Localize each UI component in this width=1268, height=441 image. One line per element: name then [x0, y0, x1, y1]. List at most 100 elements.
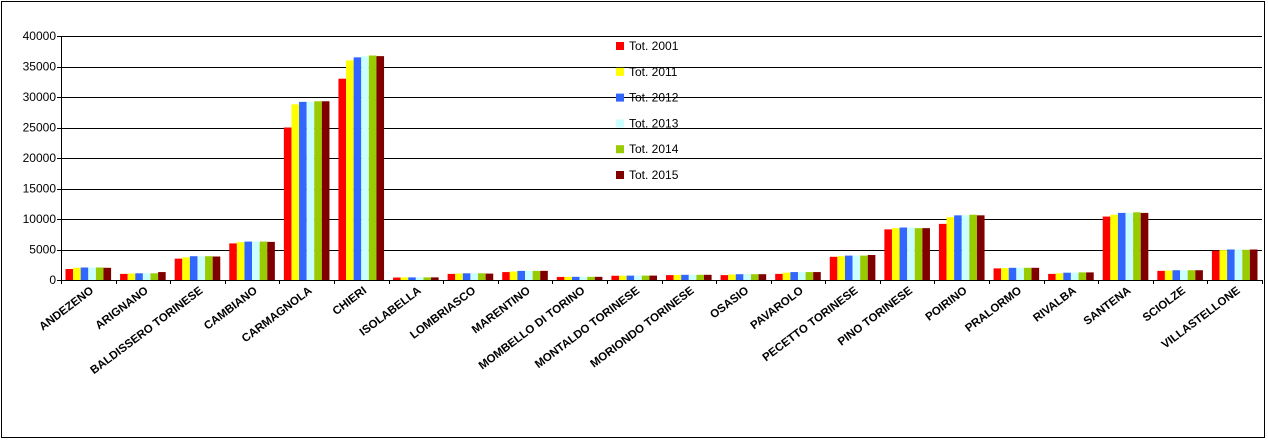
- bar: [619, 275, 627, 280]
- bar: [666, 275, 674, 280]
- bar: [361, 56, 369, 280]
- bar: [415, 277, 424, 280]
- bar: [829, 256, 838, 280]
- bar: [1078, 272, 1087, 281]
- bar: [509, 271, 518, 280]
- legend-swatch: [616, 145, 624, 154]
- bar: [797, 272, 806, 280]
- bar: [1157, 270, 1165, 280]
- bar: [758, 274, 767, 280]
- bar: [641, 275, 650, 280]
- y-tick-label: 40000: [23, 29, 57, 43]
- bar: [1219, 250, 1228, 280]
- bar: [805, 272, 814, 280]
- y-axis-ticks: 0 5000 10000 15000 20000 25000 30000 35000 40000: [23, 29, 61, 287]
- bar: [73, 267, 81, 280]
- bar: [470, 273, 479, 280]
- bar: [142, 273, 151, 280]
- y-tick-label: 0: [49, 273, 56, 287]
- bar: [532, 270, 541, 280]
- x-tick-label: PRALORMO: [963, 285, 1024, 335]
- bar: [95, 267, 104, 280]
- legend-label: Tot. 2014: [629, 142, 679, 156]
- x-tick-label: CAMBIANO: [202, 285, 260, 333]
- x-tick-label: SCIOLZE: [1141, 285, 1188, 325]
- bar: [291, 104, 300, 280]
- y-tick-label: 10000: [23, 212, 57, 226]
- bar: [158, 272, 166, 280]
- bar: [376, 56, 385, 280]
- bar: [540, 270, 548, 280]
- legend-swatch: [616, 171, 624, 179]
- bar: [135, 273, 143, 280]
- x-tick-label: MORIONDO TORINESE: [589, 285, 697, 371]
- x-tick-label: MONTALDO TORINESE: [533, 285, 642, 371]
- bar: [884, 229, 892, 280]
- x-tick-label: ARIGNANO: [93, 285, 150, 332]
- bar: [813, 272, 821, 280]
- bar: [462, 273, 471, 280]
- legend-label: Tot. 2011: [629, 65, 678, 79]
- y-tick-label: 20000: [23, 151, 57, 165]
- bar: [1023, 267, 1032, 280]
- bars-group: [65, 55, 1258, 281]
- bar: [299, 101, 307, 280]
- bar: [1187, 270, 1196, 280]
- bar: [174, 258, 183, 280]
- bar: [150, 273, 159, 280]
- bar: [182, 257, 190, 280]
- bar: [1070, 272, 1079, 280]
- bar: [259, 241, 268, 280]
- bar: [626, 275, 635, 280]
- bar: [525, 270, 533, 280]
- bar: [634, 275, 642, 280]
- bar: [283, 127, 292, 280]
- bar: [1211, 250, 1220, 280]
- x-tick-label: ANDEZENO: [37, 285, 96, 333]
- bar: [750, 274, 759, 280]
- bar: [1133, 212, 1141, 280]
- bar: [80, 267, 89, 280]
- bar: [393, 277, 401, 280]
- bar: [368, 55, 377, 280]
- bar: [954, 215, 962, 280]
- bar: [517, 270, 526, 280]
- bar: [400, 277, 409, 280]
- bar: [572, 276, 580, 280]
- bar: [969, 214, 977, 280]
- bar: [189, 256, 198, 280]
- bar: [1164, 270, 1173, 280]
- bar: [1055, 273, 1064, 280]
- bar: [938, 223, 947, 280]
- bar: [914, 228, 923, 280]
- y-tick-label: 5000: [29, 243, 56, 257]
- bar: [681, 274, 689, 280]
- bar: [775, 273, 783, 280]
- bar: [338, 78, 347, 280]
- bar: [564, 276, 573, 280]
- bar: [1140, 212, 1149, 280]
- x-tick-label: SANTENA: [1082, 285, 1134, 328]
- bar: [1086, 272, 1094, 281]
- y-tick-label: 30000: [23, 90, 57, 104]
- bar: [447, 273, 456, 280]
- bar: [252, 241, 260, 280]
- legend-swatch: [616, 119, 624, 128]
- bar: [478, 273, 486, 280]
- bar: [556, 276, 565, 280]
- bar: [673, 274, 682, 280]
- bar: [120, 273, 128, 280]
- bar: [735, 274, 744, 280]
- bar: [103, 267, 112, 280]
- bar: [852, 255, 861, 280]
- bar: [65, 269, 74, 280]
- bar: [907, 227, 915, 280]
- legend-label: Tot. 2013: [629, 116, 679, 130]
- bar: [346, 60, 354, 281]
- y-tick-label: 15000: [23, 182, 57, 196]
- bar: [244, 241, 253, 280]
- bar: [976, 215, 985, 280]
- legend-swatch: [616, 67, 624, 76]
